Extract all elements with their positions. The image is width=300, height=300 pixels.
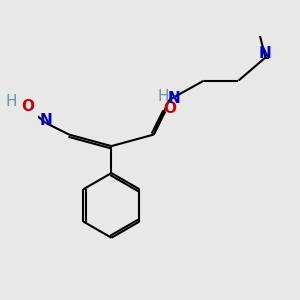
Text: N: N [40,113,52,128]
Text: N: N [167,91,180,106]
Text: N: N [259,46,272,61]
Text: O: O [164,101,176,116]
Text: H: H [157,88,169,104]
Text: O: O [22,99,35,114]
Text: H: H [6,94,17,109]
